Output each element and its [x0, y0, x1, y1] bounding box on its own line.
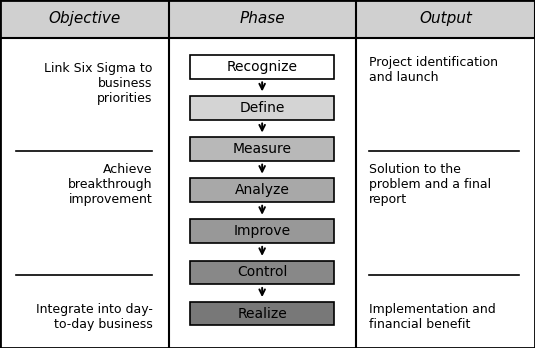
Bar — [190, 178, 334, 202]
Bar — [190, 55, 334, 79]
Bar — [0, 0, 535, 38]
Text: Recognize: Recognize — [227, 60, 297, 74]
Text: Realize: Realize — [238, 307, 287, 321]
Text: Project identification
and launch: Project identification and launch — [369, 56, 498, 84]
Text: Achieve
breakthrough
improvement: Achieve breakthrough improvement — [68, 163, 152, 206]
Bar — [190, 96, 334, 120]
Text: Phase: Phase — [239, 11, 285, 26]
Text: Control: Control — [237, 266, 287, 279]
Text: Analyze: Analyze — [235, 183, 289, 197]
Bar — [190, 219, 334, 243]
Text: Output: Output — [419, 11, 472, 26]
Text: Implementation and
financial benefit: Implementation and financial benefit — [369, 303, 496, 331]
Text: Objective: Objective — [48, 11, 120, 26]
Bar — [190, 261, 334, 284]
Text: Define: Define — [240, 101, 285, 115]
Bar — [190, 302, 334, 325]
Text: Link Six Sigma to
business
priorities: Link Six Sigma to business priorities — [44, 62, 152, 105]
Text: Improve: Improve — [234, 224, 291, 238]
Text: Solution to the
problem and a final
report: Solution to the problem and a final repo… — [369, 163, 491, 206]
Text: Measure: Measure — [233, 142, 292, 156]
Bar — [190, 137, 334, 161]
Text: Integrate into day-
to-day business: Integrate into day- to-day business — [36, 303, 152, 331]
